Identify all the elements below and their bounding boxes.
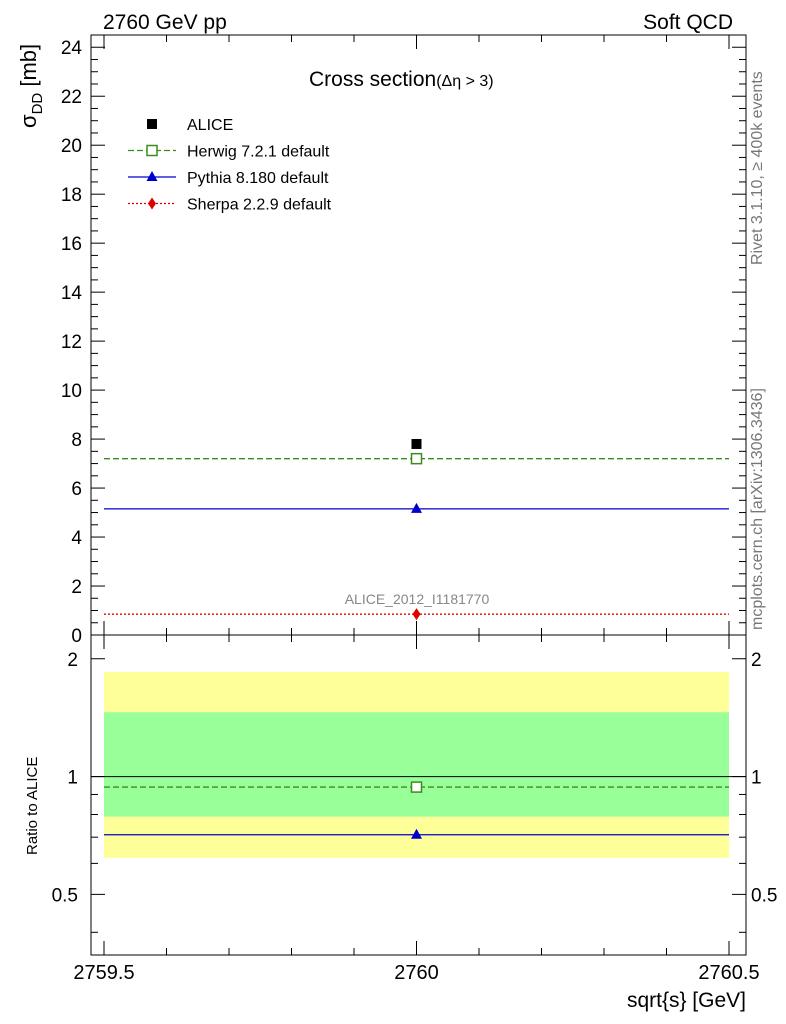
y-axis-subscript: DD	[29, 93, 46, 115]
y-tick-label: 10	[61, 381, 82, 402]
ratio-data-point	[410, 781, 423, 793]
legend-marker	[148, 197, 156, 210]
ratio-y-tick-label-right: 1	[751, 768, 762, 789]
x-tick-label: 2759.5	[73, 962, 134, 984]
ratio-y-tick-label: 0.5	[52, 885, 78, 906]
ratio-data-point	[411, 828, 422, 839]
y-tick-label: 6	[71, 479, 82, 500]
rivet-label: Rivet 3.1.10, ≥ 400k events	[749, 71, 766, 265]
legend-label: Pythia 8.180 default	[187, 170, 329, 187]
legend-marker	[147, 119, 157, 129]
legend-label: ALICE	[187, 117, 233, 134]
legend-label: Herwig 7.2.1 default	[187, 144, 330, 161]
data-point	[410, 452, 423, 465]
header-right: Soft QCD	[643, 11, 733, 34]
header-left: 2760 GeV pp	[103, 11, 227, 34]
ratio-y-tick-label: 2	[67, 650, 78, 671]
y-tick-label: 8	[71, 430, 82, 451]
y-axis-symbol: σ	[16, 114, 41, 128]
y-tick-label: 2	[71, 577, 82, 598]
uncertainty-band	[104, 712, 729, 817]
data-point	[412, 608, 421, 621]
y-axis-label: σDD [mb]	[16, 44, 46, 128]
y-tick-label: 0	[71, 626, 82, 647]
y-tick-label: 22	[61, 87, 82, 108]
x-axis-label: sqrt{s} [GeV]	[627, 989, 746, 1012]
ratio-y-tick-label-right: 2	[751, 650, 762, 671]
y-tick-label: 14	[61, 283, 83, 304]
y-tick-label: 4	[71, 528, 82, 549]
y-axis-unit: [mb]	[16, 44, 41, 93]
ratio-y-axis-label: Ratio to ALICE	[24, 757, 41, 855]
title-suffix: (Δη > 3)	[436, 73, 493, 90]
y-tick-label: 12	[61, 332, 82, 353]
data-point	[411, 502, 422, 513]
title-main: Cross section	[309, 68, 436, 91]
y-tick-label: 18	[61, 185, 82, 206]
ratio-y-tick-label: 1	[67, 768, 78, 789]
y-tick-label: 16	[61, 234, 82, 255]
y-tick-label: 24	[61, 38, 83, 59]
ratio-frame	[90, 634, 747, 956]
ratio-panel: 0.5 0.5 1 1 2 2 2759.5 2760 2760.5 Ratio to ALICE…	[24, 634, 777, 1012]
chart-title: Cross section(Δη > 3)	[309, 68, 494, 91]
legend-marker	[146, 171, 158, 181]
x-tick-label: 2760.5	[698, 962, 759, 984]
ratio-y-tick-label-right: 0.5	[751, 885, 777, 906]
analysis-label: ALICE_2012_I1181770	[345, 591, 490, 607]
data-point	[411, 438, 422, 449]
y-tick-label: 20	[61, 136, 82, 157]
mcplots-label: mcplots.cern.ch [arXiv:1306.3436]	[749, 388, 766, 630]
legend-marker	[146, 144, 158, 157]
x-tick-label: 2760	[394, 962, 439, 984]
legend-label: Sherpa 2.2.9 default	[187, 197, 332, 214]
